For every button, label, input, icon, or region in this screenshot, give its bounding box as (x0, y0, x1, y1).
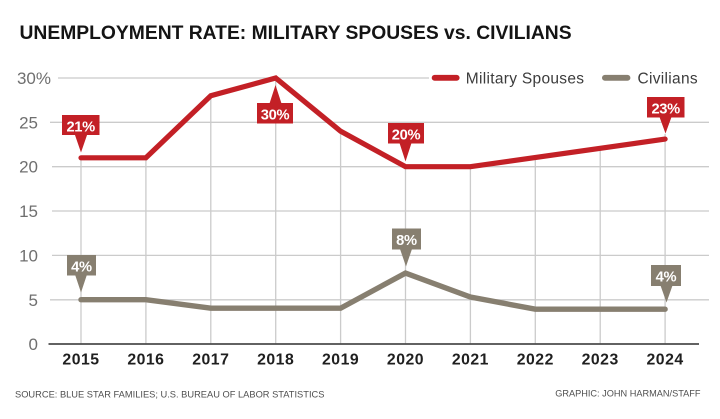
svg-text:2021: 2021 (452, 352, 489, 369)
svg-text:2023: 2023 (582, 352, 619, 369)
svg-text:UNEMPLOYMENT RATE: MILITARY SP: UNEMPLOYMENT RATE: MILITARY SPOUSES vs. … (20, 23, 572, 44)
svg-text:2016: 2016 (127, 352, 164, 369)
svg-text:8%: 8% (396, 233, 417, 249)
svg-text:23%: 23% (651, 101, 680, 117)
svg-text:30%: 30% (261, 107, 290, 123)
svg-text:25: 25 (19, 113, 38, 132)
svg-text:5: 5 (29, 291, 38, 310)
svg-text:30%: 30% (17, 69, 51, 88)
svg-text:21%: 21% (66, 119, 95, 135)
svg-text:Military Spouses: Military Spouses (466, 71, 585, 88)
svg-text:2024: 2024 (647, 352, 684, 369)
svg-text:GRAPHIC: JOHN HARMAN/STAFF: GRAPHIC: JOHN HARMAN/STAFF (555, 389, 701, 399)
svg-text:2015: 2015 (62, 352, 99, 369)
svg-text:0: 0 (29, 335, 38, 354)
svg-text:2020: 2020 (387, 352, 424, 369)
svg-text:4%: 4% (656, 269, 677, 285)
svg-text:2018: 2018 (257, 352, 294, 369)
svg-text:4%: 4% (71, 259, 92, 275)
svg-text:2019: 2019 (322, 352, 359, 369)
svg-text:20%: 20% (392, 127, 421, 143)
svg-text:2017: 2017 (192, 352, 229, 369)
svg-text:15: 15 (19, 202, 38, 221)
svg-text:20: 20 (19, 158, 38, 177)
svg-text:SOURCE: BLUE STAR FAMILIES; U.: SOURCE: BLUE STAR FAMILIES; U.S. BUREAU … (15, 390, 324, 400)
svg-text:2022: 2022 (517, 352, 554, 369)
svg-text:Civilians: Civilians (638, 71, 698, 88)
svg-text:10: 10 (19, 246, 38, 265)
